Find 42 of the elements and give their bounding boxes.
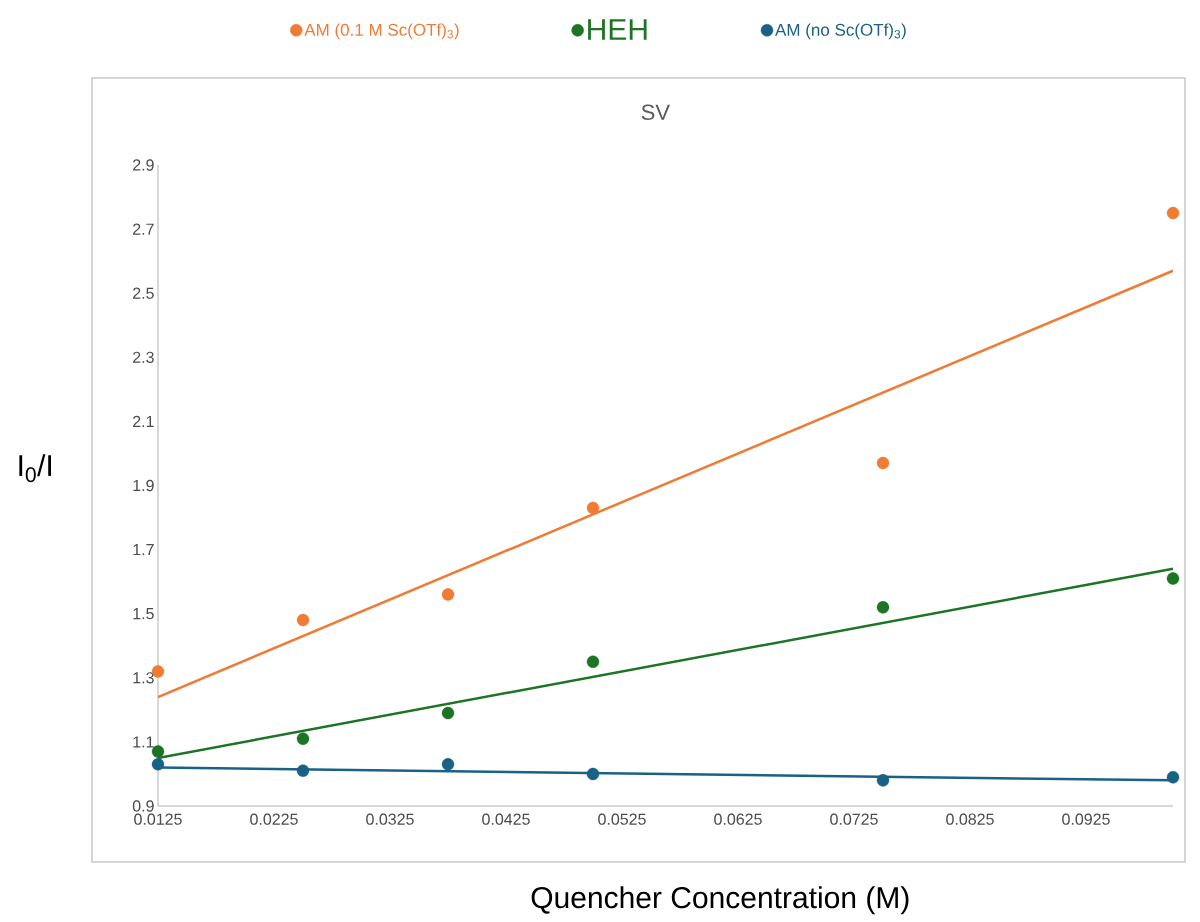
point	[586, 501, 600, 515]
x-tick-label: 0.0825	[946, 813, 994, 825]
y-tick-label: 0.9	[132, 800, 154, 812]
chart-title: SV	[641, 104, 670, 120]
point	[586, 655, 600, 668]
y-tick-label: 2.3	[133, 351, 154, 363]
point	[1166, 206, 1180, 220]
point	[1166, 572, 1180, 585]
x-tick-label: 0.0425	[482, 813, 530, 825]
x-axis-title: Quencher Concentration (M)	[531, 886, 909, 915]
point	[586, 767, 600, 781]
x-tick-label: 0.0525	[598, 813, 646, 825]
point	[296, 732, 310, 745]
x-tick-label: 0.0125	[134, 813, 182, 825]
y-tick-label: 1.3	[133, 672, 154, 684]
x-tick-label: 0.0625	[714, 813, 762, 825]
point	[876, 774, 890, 787]
y-tick-label: 2.1	[133, 415, 154, 427]
point	[296, 613, 310, 627]
y-tick-label: 2.5	[133, 287, 154, 299]
y-tick-label: 1.7	[133, 544, 154, 556]
y-axis-title: I$_{0}$/I	[19, 454, 52, 483]
legend-label: HEH	[588, 19, 647, 40]
y-tick-label: 2.9	[133, 159, 154, 171]
y-tick-label: 1.5	[133, 608, 154, 620]
y-tick-label: 1.9	[133, 479, 154, 492]
point	[441, 588, 455, 601]
point	[1166, 770, 1180, 784]
point	[876, 601, 890, 614]
x-tick-label: 0.0325	[366, 813, 414, 825]
point	[441, 758, 455, 771]
point	[296, 764, 310, 777]
x-tick-label: 0.0225	[250, 813, 298, 825]
point	[151, 758, 165, 771]
x-tick-label: 0.0725	[830, 813, 878, 825]
y-tick-label: 2.7	[133, 223, 154, 235]
point	[441, 706, 455, 720]
y-tick-label: 1.1	[133, 736, 154, 748]
x-tick-label: 0.0925	[1062, 813, 1110, 825]
legend-label: AM (0.1 M Sc(OTf)$_{3}$)	[304, 23, 459, 40]
point	[876, 456, 890, 470]
legend-label: AM (no Sc(OTf)$_{3}$)	[775, 23, 906, 40]
